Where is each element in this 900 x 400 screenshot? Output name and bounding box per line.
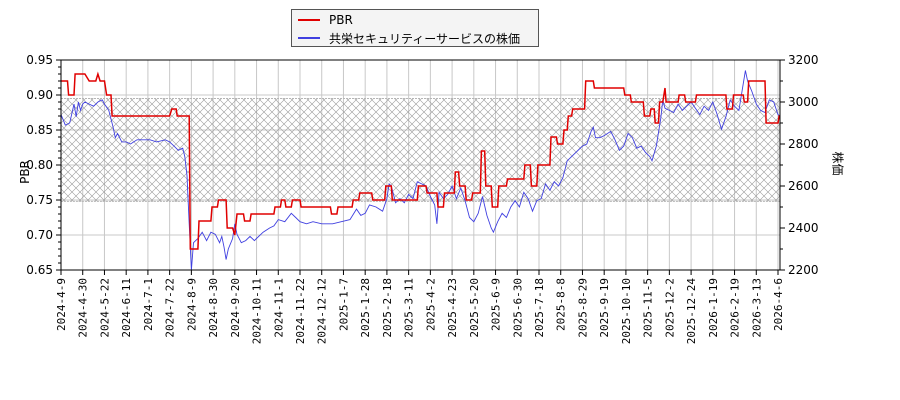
- y-tick-label: 0.70: [26, 228, 53, 242]
- legend-swatch-price: [298, 37, 320, 39]
- legend-label-price: 共栄セキュリティーサービスの株価: [329, 31, 521, 46]
- x-tick-label: 2025-1-28: [359, 278, 372, 338]
- x-tick-label: 2024-4-9: [55, 278, 68, 331]
- x-tick-label: 2024-7-1: [142, 278, 155, 331]
- x-tick-label: 2024-6-11: [120, 278, 133, 338]
- x-tick-label: 2024-8-30: [207, 278, 220, 338]
- x-tick-label: 2025-7-18: [533, 278, 546, 338]
- x-tick-label: 2026-1-19: [707, 278, 720, 338]
- x-tick-label: 2024-11-22: [294, 278, 307, 344]
- x-tick-label: 2026-4-6: [772, 278, 785, 331]
- x-tick-label: 2026-3-13: [750, 278, 763, 338]
- x-tick-label: 2024-5-22: [98, 278, 111, 338]
- x-tick-label: 2025-4-2: [424, 278, 437, 331]
- y-right-tick-label: 3000: [788, 95, 819, 109]
- legend-item-pbr: PBR: [298, 12, 353, 28]
- y-right-tick-label: 3200: [788, 53, 819, 67]
- y-tick-label: 0.75: [26, 193, 53, 207]
- x-tick-label: 2025-8-29: [576, 278, 589, 338]
- x-tick-label: 2025-9-19: [598, 278, 611, 338]
- axes: 0.65 0.70 0.75 0.80 0.85 0.90 0.95 2200 2400 2600…: [26, 53, 818, 344]
- series-layer: [61, 70, 780, 271]
- x-tick-label: 2025-12-2: [663, 278, 676, 338]
- y-tick-label: 0.85: [26, 123, 53, 137]
- legend-item-price: 共栄セキュリティーサービスの株価: [298, 30, 520, 46]
- x-tick-label: 2024-4-30: [77, 278, 90, 338]
- legend: PBR 共栄セキュリティーサービスの株価: [291, 9, 539, 47]
- x-tick-label: 2025-11-5: [642, 278, 655, 338]
- x-tick-label: 2024-12-12: [316, 278, 329, 344]
- x-tick-label: 2026-2-19: [729, 278, 742, 338]
- pbr-line: [61, 71, 780, 250]
- x-tick-label: 2025-6-9: [490, 278, 503, 331]
- y-right-tick-label: 2800: [788, 137, 819, 151]
- y-axis-right-label: 株価: [830, 151, 845, 176]
- x-tick-label: 2025-8-8: [555, 278, 568, 331]
- x-tick-label: 2025-1-7: [337, 278, 350, 331]
- legend-label-pbr: PBR: [329, 13, 353, 27]
- x-tick-label: 2025-10-10: [620, 278, 633, 344]
- y-tick-label: 0.80: [26, 158, 53, 172]
- y-axis-left-label: PBR: [18, 160, 32, 184]
- x-tick-label: 2025-3-11: [403, 278, 416, 338]
- price-line: [61, 70, 780, 271]
- x-tick-label: 2025-12-24: [685, 278, 698, 345]
- x-tick-label: 2025-6-30: [511, 278, 524, 338]
- x-tick-label: 2024-11-1: [272, 278, 285, 338]
- y-tick-label: 0.65: [26, 263, 53, 277]
- x-tick-label: 2024-7-22: [164, 278, 177, 338]
- x-tick-label: 2024-10-11: [251, 278, 264, 344]
- legend-swatch-pbr: [298, 19, 320, 21]
- x-tick-label: 2024-8-9: [185, 278, 198, 331]
- y-right-tick-label: 2200: [788, 263, 819, 277]
- x-tick-label: 2025-5-20: [468, 278, 481, 338]
- y-right-tick-label: 2400: [788, 221, 819, 235]
- y-tick-label: 0.90: [26, 88, 53, 102]
- x-tick-label: 2025-4-23: [446, 278, 459, 338]
- y-right-tick-label: 2600: [788, 179, 819, 193]
- x-tick-label: 2024-9-20: [229, 278, 242, 338]
- x-tick-label: 2025-2-18: [381, 278, 394, 338]
- y-tick-label: 0.95: [26, 53, 53, 67]
